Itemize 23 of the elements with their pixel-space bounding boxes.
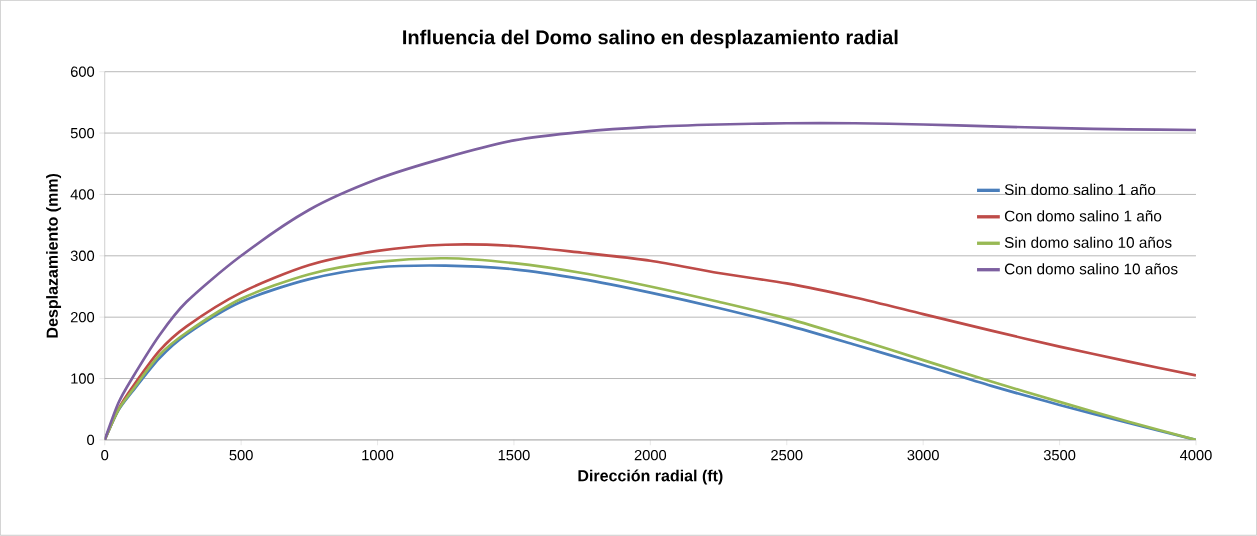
y-tick-label: 300 <box>70 250 95 262</box>
y-tick-label: 0 <box>87 434 95 446</box>
x-tick-label: 4000 <box>1179 450 1212 461</box>
y-tick-label: 500 <box>70 128 95 139</box>
y-tick-label: 200 <box>70 312 95 323</box>
x-tick-label: 2000 <box>634 450 667 461</box>
x-tick-label: 500 <box>229 450 253 461</box>
y-tick-label: 100 <box>71 373 95 384</box>
x-tick-label: 0 <box>101 450 109 461</box>
x-tick-label: 2500 <box>771 450 803 461</box>
y-tick-label: 400 <box>70 189 95 200</box>
legend-label: Con domo salino 1 año <box>1004 210 1162 222</box>
x-tick-label: 3000 <box>907 450 939 461</box>
x-tick-label: 1000 <box>362 450 394 461</box>
chart-title: Influencia del Domo salino en desplazamiento radial <box>403 29 898 49</box>
legend-label: Sin domo salino 10 años <box>1004 236 1172 249</box>
y-tick-label: 600 <box>70 66 95 78</box>
x-tick-label: 3500 <box>1043 450 1076 461</box>
legend-label: Sin domo salino 1 año <box>1004 183 1156 196</box>
x-axis-title: Dirección radial (ft) <box>578 469 723 485</box>
legend-label: Con domo salino 10 años <box>1004 263 1178 275</box>
x-tick-label: 1500 <box>498 450 530 461</box>
y-axis-title: Desplazamiento (mm) <box>46 174 62 338</box>
